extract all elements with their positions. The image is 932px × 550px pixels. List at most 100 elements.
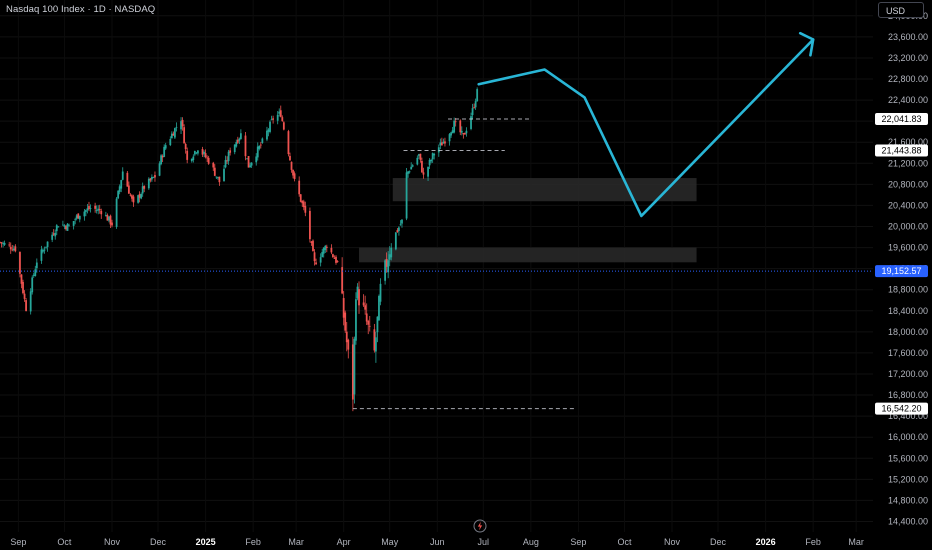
x-tick-label: Mar bbox=[288, 537, 304, 547]
candle bbox=[345, 322, 348, 352]
candle bbox=[201, 146, 204, 158]
candle-body bbox=[356, 286, 359, 299]
candle bbox=[465, 127, 468, 137]
candle-body bbox=[120, 180, 123, 189]
candle bbox=[65, 225, 67, 231]
candle-body bbox=[270, 119, 273, 121]
price-label-badge bbox=[875, 265, 928, 278]
candle-body bbox=[259, 144, 262, 146]
candle bbox=[137, 194, 139, 204]
x-tick-label: Sep bbox=[570, 537, 586, 547]
candle bbox=[269, 120, 271, 134]
candle-body bbox=[164, 145, 167, 149]
candle bbox=[34, 265, 37, 277]
candle bbox=[407, 170, 410, 178]
candle-body bbox=[336, 261, 339, 263]
candle-body bbox=[374, 337, 377, 352]
candle-body bbox=[444, 141, 446, 144]
candle-body bbox=[213, 167, 216, 176]
candle bbox=[193, 150, 196, 157]
candle bbox=[23, 290, 26, 302]
candle bbox=[213, 164, 216, 177]
candle bbox=[175, 122, 178, 132]
symbol-title[interactable]: Nasdaq 100 Index · 1D · NASDAQ bbox=[6, 4, 156, 15]
candle bbox=[0, 241, 1, 244]
candle-body bbox=[100, 210, 103, 215]
candle-body bbox=[86, 208, 89, 211]
candle bbox=[215, 176, 218, 179]
candle-body bbox=[408, 171, 411, 173]
x-tick-label: Feb bbox=[805, 537, 821, 547]
candle-body bbox=[470, 116, 472, 129]
candle bbox=[9, 242, 12, 254]
candle-body bbox=[12, 248, 15, 251]
supply-demand-zone bbox=[392, 178, 697, 202]
candle-body bbox=[131, 195, 133, 199]
candle bbox=[86, 203, 89, 214]
candle-body bbox=[301, 201, 304, 204]
candle-body bbox=[419, 153, 422, 160]
candle bbox=[88, 201, 90, 212]
candle bbox=[207, 155, 210, 165]
x-tick-label: Jun bbox=[430, 537, 445, 547]
candle bbox=[336, 260, 339, 263]
candle bbox=[74, 217, 77, 225]
candle-body bbox=[437, 147, 440, 153]
candle bbox=[298, 176, 301, 197]
candle-body bbox=[236, 139, 239, 143]
candle bbox=[12, 245, 15, 252]
candle bbox=[150, 174, 153, 182]
candle bbox=[462, 132, 465, 139]
candle-body bbox=[269, 121, 271, 132]
price-label-badge bbox=[875, 144, 928, 157]
candle bbox=[419, 153, 422, 163]
y-tick-label: 22,400.00 bbox=[888, 95, 928, 105]
candle-body bbox=[355, 299, 357, 341]
candle bbox=[398, 226, 400, 236]
candle-body bbox=[150, 176, 153, 180]
candle bbox=[32, 272, 35, 278]
candle-body bbox=[193, 151, 196, 155]
candle-body bbox=[224, 159, 227, 168]
candle bbox=[249, 162, 251, 168]
y-tick-label: 18,800.00 bbox=[888, 285, 928, 295]
candle bbox=[364, 295, 367, 315]
candle bbox=[281, 115, 284, 122]
candle bbox=[169, 136, 172, 147]
candle-body bbox=[244, 135, 247, 157]
candle-body bbox=[304, 205, 307, 213]
candle bbox=[287, 129, 290, 157]
candle-body bbox=[204, 153, 207, 158]
y-tick-label: 15,600.00 bbox=[888, 453, 928, 463]
candle-body bbox=[29, 291, 32, 312]
candle bbox=[428, 158, 431, 170]
candle bbox=[312, 239, 314, 252]
candle-body bbox=[181, 119, 184, 127]
candle bbox=[387, 251, 390, 279]
candle-body bbox=[227, 151, 230, 162]
candle-body bbox=[35, 262, 38, 269]
candle-body bbox=[405, 172, 408, 219]
candle bbox=[227, 149, 230, 165]
x-tick-label: Nov bbox=[104, 537, 121, 547]
candle-body bbox=[256, 146, 259, 158]
lightning-icon[interactable] bbox=[473, 519, 487, 533]
candle-body bbox=[89, 208, 92, 209]
candle bbox=[154, 171, 156, 182]
currency-selector[interactable]: USD bbox=[878, 2, 924, 18]
candle-body bbox=[55, 225, 58, 232]
candle bbox=[63, 224, 66, 230]
candle bbox=[224, 155, 227, 169]
candle bbox=[244, 132, 247, 161]
candle bbox=[115, 197, 118, 229]
candle bbox=[141, 182, 144, 197]
candle bbox=[431, 152, 434, 163]
candle-body bbox=[183, 127, 186, 144]
candle bbox=[368, 316, 371, 332]
candle-body bbox=[321, 252, 324, 257]
candle-body bbox=[387, 260, 390, 273]
candle bbox=[54, 229, 57, 240]
candle bbox=[292, 169, 294, 179]
candle-body bbox=[310, 241, 313, 243]
